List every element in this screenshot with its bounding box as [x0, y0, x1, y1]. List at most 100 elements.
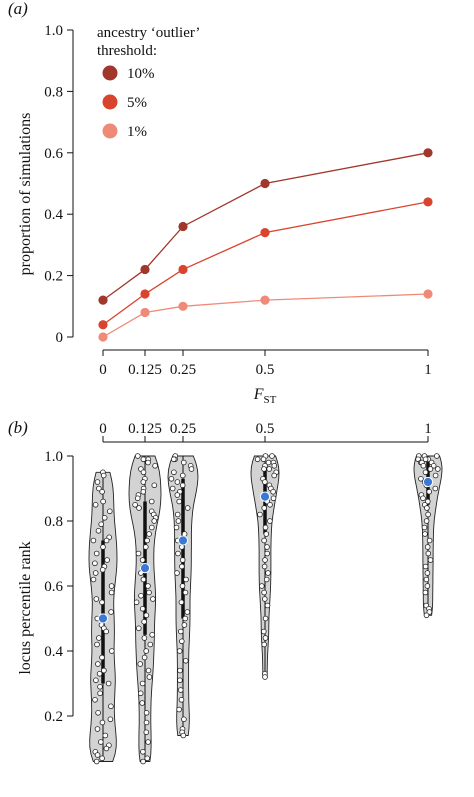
data-point: [264, 550, 271, 557]
panel-a-x-ticks: 0 0.125 0.25 0.5 1: [99, 350, 432, 378]
y-tick-label: 0.8: [44, 84, 63, 100]
legend-label: 5%: [127, 95, 147, 111]
violin-group: [167, 453, 199, 739]
data-point: [261, 596, 268, 602]
data-point: [262, 615, 269, 622]
data-point: [179, 638, 185, 645]
data-point: [143, 729, 150, 736]
median-point: [97, 613, 109, 624]
data-point: [98, 320, 108, 330]
data-point: [146, 674, 153, 680]
data-point: [102, 732, 109, 739]
data-point: [264, 602, 271, 609]
data-point: [260, 295, 270, 305]
data-point: [177, 687, 184, 693]
data-point: [261, 589, 267, 596]
data-point: [264, 544, 270, 550]
data-point: [183, 576, 189, 583]
data-point: [422, 469, 429, 476]
data-point: [135, 453, 141, 459]
data-point: [262, 674, 268, 680]
data-point: [93, 758, 100, 765]
data-point: [262, 635, 269, 641]
data-point: [423, 576, 430, 583]
data-point: [149, 524, 155, 531]
data-point: [426, 488, 433, 495]
data-point: [174, 570, 180, 576]
data-point: [262, 557, 268, 563]
data-point: [179, 583, 186, 589]
data-point: [171, 456, 177, 463]
data-point: [94, 752, 101, 758]
legend-title-line1: ancestry ‘outlier’: [97, 25, 200, 41]
data-point: [425, 550, 432, 557]
data-point: [184, 609, 191, 615]
data-point: [101, 514, 108, 521]
data-point: [424, 570, 431, 576]
data-point: [141, 618, 147, 625]
data-point: [422, 589, 429, 596]
data-point: [188, 466, 195, 472]
data-point: [90, 576, 97, 583]
data-point: [140, 479, 147, 485]
data-point: [418, 475, 424, 482]
data-point: [103, 745, 110, 752]
data-point: [421, 524, 428, 531]
data-point: [140, 289, 150, 299]
data-point: [92, 696, 98, 703]
panel-a-label: (a): [8, 0, 28, 18]
data-point: [139, 680, 146, 687]
data-point: [424, 505, 430, 511]
data-point: [139, 557, 146, 563]
data-point: [260, 228, 270, 238]
panel-a-x-label: FST: [253, 386, 277, 406]
data-point: [98, 295, 108, 305]
data-point: [95, 661, 101, 667]
panel-b-x-ticks: 0 0.125 0.25 0.5 1: [99, 421, 432, 442]
data-point: [100, 472, 107, 479]
legend-swatch: [102, 65, 118, 81]
legend-items: 10% 5% 1%: [102, 65, 155, 140]
data-point: [178, 301, 188, 311]
data-point: [422, 563, 429, 570]
data-point: [420, 495, 426, 502]
x-tick-label: 0.125: [128, 362, 162, 378]
data-point: [261, 537, 267, 544]
data-point: [99, 599, 105, 606]
data-point: [178, 599, 185, 606]
data-point: [178, 628, 184, 635]
data-point: [108, 703, 114, 710]
data-point: [261, 641, 268, 648]
data-point: [145, 739, 151, 745]
data-point: [145, 459, 151, 466]
data-point: [178, 696, 185, 703]
data-point: [263, 576, 270, 583]
data-point: [269, 453, 275, 459]
data-point: [144, 537, 150, 544]
violin-group: [88, 469, 118, 765]
data-point: [133, 599, 140, 606]
y-tick-label: 1.0: [44, 23, 63, 39]
data-point: [134, 495, 141, 502]
y-tick-label: 0.4: [44, 644, 63, 660]
data-point: [180, 472, 186, 479]
x-tick-label: 0.125: [128, 421, 162, 437]
data-point: [93, 550, 100, 557]
data-point: [93, 677, 99, 684]
data-point: [140, 748, 146, 755]
data-point: [260, 628, 267, 635]
data-point: [95, 527, 102, 534]
x-tick-label: 0: [99, 362, 107, 378]
series-0: [98, 148, 433, 305]
y-tick-label: 0.6: [44, 146, 63, 162]
x-tick-label: 0: [99, 421, 107, 437]
data-point: [420, 462, 427, 469]
data-point: [149, 631, 156, 638]
data-point: [97, 690, 103, 697]
caption-background: [0, 784, 474, 797]
data-point: [143, 612, 150, 619]
data-point: [434, 466, 441, 472]
data-point: [108, 583, 115, 589]
data-point: [261, 466, 267, 472]
